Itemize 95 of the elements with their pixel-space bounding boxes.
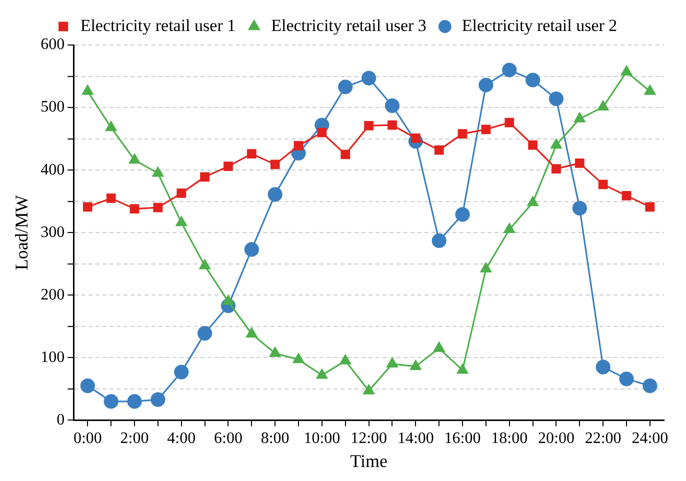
x-tick-label: 10:00	[304, 430, 340, 448]
y-tick-label: 200	[40, 286, 65, 304]
point	[340, 354, 351, 364]
point	[434, 145, 444, 155]
point	[128, 154, 140, 164]
point	[455, 207, 470, 222]
x-tick-label: 16:00	[444, 430, 481, 448]
x-tick-label: 12:00	[350, 430, 388, 448]
point	[528, 140, 538, 150]
x-tick-label: 4:00	[167, 430, 196, 448]
point	[384, 98, 400, 113]
point	[222, 295, 234, 305]
point	[574, 158, 584, 168]
legend-label: Electricity retail user 1	[80, 16, 236, 35]
x-tick-label: 18:00	[491, 430, 528, 448]
x-tick-label: 22:00	[584, 430, 622, 448]
point	[550, 138, 562, 149]
point	[82, 84, 94, 95]
y-axis-title: Load/MW	[12, 195, 32, 270]
point	[200, 172, 210, 182]
point	[504, 223, 515, 234]
point	[246, 149, 256, 158]
point	[620, 66, 632, 76]
point	[363, 384, 374, 394]
point	[552, 164, 561, 174]
y-tick-label: 600	[40, 36, 65, 54]
point	[596, 360, 610, 374]
point	[174, 364, 189, 380]
point	[364, 120, 374, 130]
point	[176, 188, 186, 198]
point	[224, 162, 233, 172]
point	[127, 394, 142, 409]
y-tick-label: 500	[40, 98, 65, 116]
point	[340, 150, 350, 160]
point	[270, 346, 281, 357]
point	[644, 84, 656, 95]
point	[598, 100, 609, 110]
point	[80, 378, 95, 394]
x-tick-label: 14:00	[397, 430, 434, 448]
x-tick-label: 20:00	[538, 430, 574, 448]
point	[106, 194, 116, 203]
point	[478, 78, 494, 92]
x-tick-label: 24:00	[632, 430, 668, 448]
legend-label: Electricity retail user 2	[462, 16, 618, 35]
x-tick-label: 8:00	[260, 430, 290, 448]
point	[572, 200, 587, 216]
point	[388, 120, 397, 130]
x-tick-label: 2:00	[120, 430, 149, 448]
point	[645, 202, 655, 212]
point	[458, 129, 468, 138]
point	[362, 70, 376, 86]
point	[527, 196, 538, 206]
point	[598, 180, 608, 190]
point	[130, 204, 140, 214]
point	[270, 160, 280, 170]
point	[502, 62, 517, 78]
point	[410, 360, 422, 370]
point	[244, 242, 259, 257]
point	[106, 121, 117, 132]
point	[316, 368, 328, 379]
x-tick-label: 0:00	[73, 430, 102, 448]
y-tick-label: 300	[40, 224, 65, 241]
point	[152, 166, 164, 177]
point	[268, 187, 282, 202]
point	[622, 191, 632, 200]
point	[246, 328, 258, 338]
point	[574, 112, 586, 122]
y-tick-label: 100	[40, 348, 65, 366]
point	[481, 124, 491, 134]
x-tick-label: 6:00	[214, 430, 242, 448]
point	[176, 216, 187, 226]
point	[386, 358, 398, 368]
point	[642, 378, 658, 394]
point	[82, 202, 92, 212]
point	[480, 262, 492, 272]
y-tick-label: 400	[40, 161, 65, 178]
point	[292, 353, 304, 364]
x-axis-title: Time	[350, 450, 388, 471]
point	[548, 91, 564, 106]
point	[317, 128, 327, 138]
point	[504, 118, 514, 128]
point	[456, 364, 468, 374]
point	[198, 326, 212, 341]
point	[432, 233, 446, 248]
point	[619, 372, 634, 386]
point	[434, 342, 445, 352]
point	[153, 202, 163, 212]
point	[150, 392, 166, 407]
y-tick-label: 0	[56, 411, 65, 428]
point	[526, 72, 540, 88]
point	[199, 259, 210, 270]
point	[294, 140, 304, 150]
legend-label: Electricity retail user 3	[271, 16, 426, 35]
point	[104, 394, 118, 409]
point	[338, 80, 353, 94]
